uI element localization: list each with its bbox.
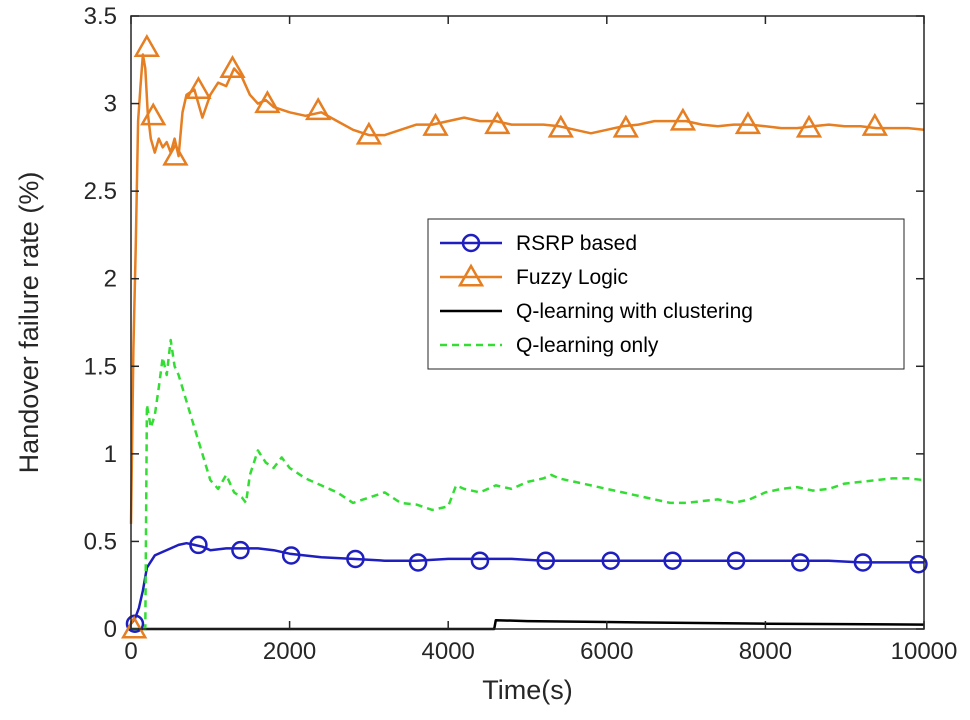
- series-0-marker: [189, 535, 208, 555]
- series-0-marker: [281, 546, 301, 565]
- y-tick-label: 0: [104, 616, 117, 643]
- plot-frame: [130, 15, 925, 630]
- x-tick-label: 0: [124, 638, 137, 665]
- x-tick-label: 10000: [891, 638, 958, 665]
- legend-entries: RSRP based Fuzzy Logic Q-learning with clu…: [440, 232, 753, 357]
- y-axis-title: Handover failure rate (%): [14, 172, 44, 474]
- series-1-marker: [795, 114, 823, 138]
- x-tick-label: 4000: [422, 638, 475, 665]
- x-tick-label: 6000: [580, 638, 633, 665]
- series-0-marker: [853, 553, 873, 572]
- y-tick-label: 1.5: [84, 353, 117, 380]
- legend-label-1: Fuzzy Logic: [516, 266, 628, 289]
- series-1-marker: [185, 76, 212, 100]
- series-0-marker: [470, 551, 490, 570]
- series-1-marker: [219, 55, 246, 79]
- series-1-marker: [133, 34, 161, 58]
- series-0-marker: [231, 540, 250, 560]
- series-1-marker: [140, 102, 167, 126]
- x-axis-title: Time(s): [482, 675, 572, 705]
- y-tick-label: 3: [104, 91, 117, 118]
- y-tick-label: 1: [104, 441, 117, 468]
- legend: RSRP based Fuzzy Logic Q-learning with clu…: [427, 218, 905, 370]
- series-1-marker: [547, 114, 574, 138]
- y-tick-label: 2: [104, 266, 117, 293]
- y-tick-label: 3.5: [84, 3, 117, 30]
- legend-marker-1: [457, 263, 485, 287]
- series-1-marker: [612, 114, 639, 138]
- series-1-marker: [162, 142, 189, 166]
- series-1-marker: [422, 112, 449, 136]
- series-0-marker: [601, 551, 621, 570]
- series-0-marker: [346, 549, 365, 569]
- series-1-marker: [669, 107, 697, 131]
- series-0-marker: [909, 554, 928, 574]
- series-1-marker: [121, 615, 148, 639]
- series-0-marker: [408, 553, 428, 572]
- legend-label-2: Q-learning with clustering: [516, 300, 753, 323]
- x-tick-label: 2000: [263, 638, 316, 665]
- series-1-marker: [355, 121, 383, 145]
- series-line-2: [131, 618, 925, 631]
- series-1-marker: [254, 90, 281, 114]
- series-0-marker: [791, 553, 810, 572]
- x-tick-label: 8000: [739, 638, 792, 665]
- y-tick-label: 0.5: [84, 528, 117, 555]
- series-1-marker: [484, 111, 511, 135]
- series-line-3: [131, 338, 925, 631]
- legend-label-0: RSRP based: [516, 232, 637, 255]
- series-0-marker: [663, 551, 682, 570]
- tick-layer: 0 2000 4000 6000 8000 10000 0 0.5 1 1.5 2 2.5 3 3.5: [84, 3, 958, 665]
- series-1-marker: [304, 97, 332, 121]
- marker-layer: [121, 34, 928, 639]
- series-1-marker: [861, 112, 888, 136]
- series-1-marker: [734, 111, 762, 135]
- legend-label-3: Q-learning only: [516, 334, 659, 357]
- series-0-marker: [536, 551, 555, 570]
- series-0-marker: [125, 614, 145, 633]
- legend-box: [427, 218, 905, 370]
- y-tick-label: 2.5: [84, 178, 117, 205]
- series-0-marker: [726, 551, 746, 570]
- legend-marker-0: [461, 233, 481, 253]
